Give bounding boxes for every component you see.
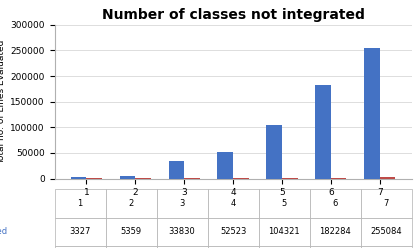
Bar [282,178,298,179]
Bar [71,177,87,179]
Bar [168,161,184,179]
Bar [218,152,233,179]
Bar [331,178,346,179]
Bar [380,177,395,179]
Title: Number of classes not integrated: Number of classes not integrated [102,8,365,22]
Bar [120,176,135,179]
Y-axis label: Total no. of Lines Evaluated: Total no. of Lines Evaluated [0,39,6,164]
Bar [364,48,380,179]
Bar [315,85,331,179]
Bar [266,125,282,179]
